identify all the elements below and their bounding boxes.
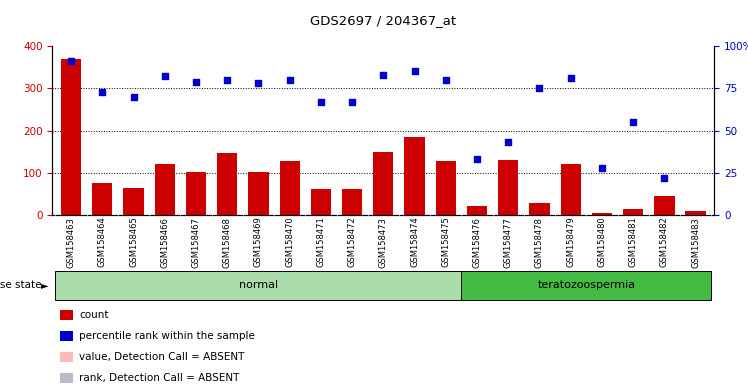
Text: GSM158471: GSM158471 [316,217,325,268]
Point [221,77,233,83]
Bar [186,172,206,215]
Point [658,175,670,181]
Bar [405,137,425,215]
Point [253,80,265,86]
Text: GSM158465: GSM158465 [129,217,138,268]
Text: GSM158478: GSM158478 [535,217,544,268]
Bar [55,271,462,300]
Text: GDS2697 / 204367_at: GDS2697 / 204367_at [310,14,456,27]
Text: GSM158479: GSM158479 [566,217,575,268]
Text: GSM158476: GSM158476 [473,217,482,268]
Point [440,77,452,83]
Point [283,77,295,83]
Point [408,68,420,74]
Bar [155,164,175,215]
Point [627,119,639,125]
Bar [530,203,550,215]
Bar [310,189,331,215]
Point [502,139,514,146]
Bar [342,189,362,215]
Text: GSM158473: GSM158473 [378,217,388,268]
Text: GSM158468: GSM158468 [223,217,232,268]
Bar [373,152,393,215]
Text: GSM158463: GSM158463 [67,217,76,268]
Bar [592,213,612,215]
Text: GSM158481: GSM158481 [628,217,637,268]
Bar [61,59,82,215]
Point [533,85,545,91]
Point [65,58,77,65]
Text: GSM158466: GSM158466 [160,217,169,268]
Text: GSM158472: GSM158472 [348,217,357,268]
Text: GSM158467: GSM158467 [191,217,200,268]
Text: rank, Detection Call = ABSENT: rank, Detection Call = ABSENT [79,373,239,383]
Text: count: count [79,310,108,320]
Bar [435,161,456,215]
Text: ►: ► [41,280,49,290]
Bar [217,153,237,215]
Text: GSM158480: GSM158480 [598,217,607,268]
Text: GSM158469: GSM158469 [254,217,263,268]
Point [565,75,577,81]
Point [128,94,140,100]
Bar [248,172,269,215]
Bar [123,188,144,215]
Text: disease state: disease state [0,280,45,290]
Point [190,78,202,84]
Point [159,73,171,79]
Bar [560,164,581,215]
Bar [462,271,711,300]
Point [315,99,327,105]
Text: value, Detection Call = ABSENT: value, Detection Call = ABSENT [79,352,245,362]
Text: GSM158477: GSM158477 [503,217,512,268]
Text: percentile rank within the sample: percentile rank within the sample [79,331,255,341]
Text: GSM158474: GSM158474 [410,217,419,268]
Point [346,99,358,105]
Bar [280,161,300,215]
Bar [498,160,518,215]
Point [596,165,608,171]
Text: normal: normal [239,280,278,290]
Bar [92,184,112,215]
Text: GSM158482: GSM158482 [660,217,669,268]
Point [377,72,389,78]
Point [471,156,483,162]
Bar [467,206,487,215]
Bar [623,209,643,215]
Text: GSM158475: GSM158475 [441,217,450,268]
Bar [685,211,706,215]
Point [96,89,108,95]
Text: GSM158483: GSM158483 [691,217,700,268]
Text: teratozoospermia: teratozoospermia [537,280,635,290]
Text: GSM158464: GSM158464 [98,217,107,268]
Bar [654,196,675,215]
Text: GSM158470: GSM158470 [285,217,294,268]
